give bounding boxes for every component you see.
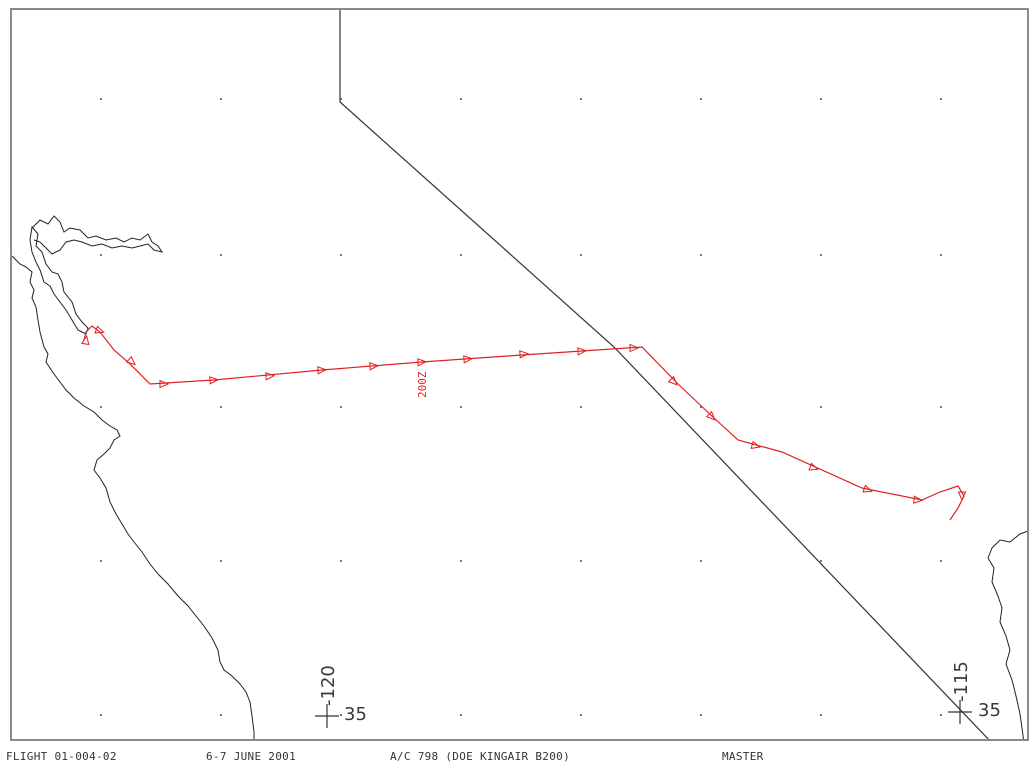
- grid-dot: [820, 254, 822, 256]
- track-arrow: [862, 484, 873, 493]
- grid-dot: [100, 406, 102, 408]
- track-arrow: [577, 347, 588, 356]
- grid-dot: [340, 98, 342, 100]
- track-arrow: [159, 379, 170, 389]
- latitude-label-115: 35: [978, 700, 1001, 721]
- grid-dot: [940, 406, 942, 408]
- track-arrow: [957, 491, 967, 502]
- track-arrow: [265, 372, 276, 381]
- track-arrow: [705, 410, 716, 421]
- track-arrow: [913, 495, 924, 504]
- grid-dot: [340, 714, 342, 716]
- track-arrow: [317, 366, 328, 375]
- flight-date: 6-7 JUNE 2001: [206, 750, 296, 763]
- grid-dots: [100, 98, 942, 716]
- grid-dot: [820, 714, 822, 716]
- grid-dot: [700, 406, 702, 408]
- grid-dot: [820, 560, 822, 562]
- grid-dot: [100, 254, 102, 256]
- track-direction-arrows: [81, 325, 967, 504]
- track-arrow: [667, 375, 678, 386]
- track-arrow: [417, 358, 428, 367]
- grid-dot: [220, 560, 222, 562]
- aircraft-info: A/C 798 (DOE KINGAIR B200): [390, 750, 570, 763]
- grid-dot: [820, 406, 822, 408]
- grid-dot: [100, 98, 102, 100]
- grid-dot: [700, 254, 702, 256]
- flight-id: FLIGHT 01-004-02: [6, 750, 117, 763]
- coastline-california: [12, 255, 255, 739]
- track-arrow: [629, 343, 640, 353]
- grid-dot: [340, 254, 342, 256]
- track-time-label: 200Z: [416, 371, 429, 398]
- grid-dot: [940, 98, 942, 100]
- grid-dot: [580, 560, 582, 562]
- grid-dot: [460, 406, 462, 408]
- latitude-label-120: 35: [344, 704, 367, 725]
- grid-dot: [940, 714, 942, 716]
- track-arrow: [519, 350, 530, 359]
- grid-dot: [340, 406, 342, 408]
- grid-dot: [100, 560, 102, 562]
- grid-dot: [700, 714, 702, 716]
- grid-dot: [820, 98, 822, 100]
- track-arrow: [94, 325, 105, 334]
- grid-dot: [580, 254, 582, 256]
- map-frame: -120 35 -115 35 200Z: [10, 8, 1029, 741]
- flight-track-map: -120 35 -115 35 200Z: [12, 10, 1027, 739]
- grid-dot: [220, 406, 222, 408]
- grid-dot: [940, 560, 942, 562]
- grid-dot: [460, 714, 462, 716]
- grid-dot: [460, 98, 462, 100]
- graticule-marker-120: [315, 704, 339, 728]
- track-arrow: [750, 440, 762, 449]
- grid-dot: [460, 560, 462, 562]
- grid-dot: [340, 560, 342, 562]
- grid-dot: [100, 714, 102, 716]
- track-arrow: [369, 362, 380, 371]
- grid-dot: [220, 98, 222, 100]
- coastline-southeast: [987, 530, 1027, 739]
- coastline-delta: [31, 215, 164, 255]
- grid-dot: [580, 406, 582, 408]
- grid-dot: [580, 98, 582, 100]
- track-arrow: [808, 462, 819, 471]
- grid-dot: [220, 254, 222, 256]
- track-arrow: [209, 376, 220, 385]
- grid-dot: [940, 254, 942, 256]
- track-arrow: [463, 355, 474, 364]
- mode-label: MASTER: [722, 750, 764, 763]
- track-arrow: [125, 355, 137, 366]
- footer-bar: FLIGHT 01-004-02 6-7 JUNE 2001 A/C 798 (…: [0, 748, 1031, 767]
- coastline-bay: [29, 225, 89, 335]
- grid-dot: [700, 560, 702, 562]
- longitude-label-120: -120: [318, 665, 339, 706]
- grid-dot: [580, 714, 582, 716]
- grid-dot: [460, 254, 462, 256]
- flight-track: [83, 325, 965, 521]
- graticule-marker-115: [948, 700, 972, 724]
- state-boundary-line: [339, 10, 990, 739]
- track-arrow: [81, 334, 90, 346]
- grid-dot: [220, 714, 222, 716]
- longitude-label-115: -115: [951, 661, 972, 702]
- grid-dot: [700, 98, 702, 100]
